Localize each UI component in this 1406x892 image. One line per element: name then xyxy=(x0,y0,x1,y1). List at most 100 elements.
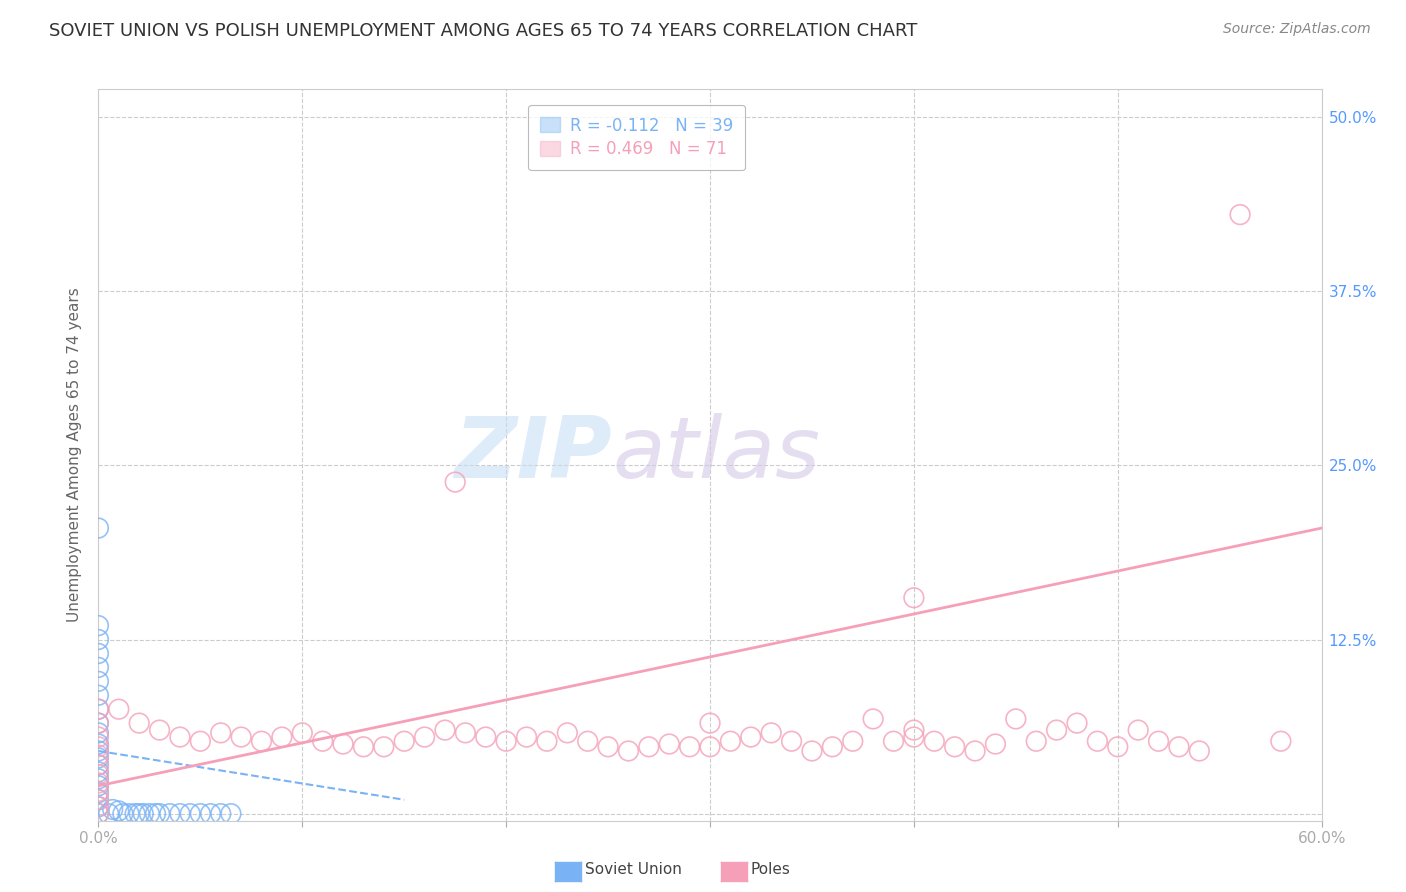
Point xyxy=(87,660,110,674)
Point xyxy=(454,726,477,740)
Point xyxy=(101,803,124,817)
Point xyxy=(720,734,742,748)
Point xyxy=(1085,734,1108,748)
Point xyxy=(1167,739,1189,754)
Point xyxy=(903,591,925,605)
Point xyxy=(111,806,134,821)
Point xyxy=(780,734,803,748)
Point xyxy=(87,739,110,754)
Point xyxy=(87,702,110,716)
Point xyxy=(598,739,620,754)
Point xyxy=(679,739,702,754)
Text: SOVIET UNION VS POLISH UNEMPLOYMENT AMONG AGES 65 TO 74 YEARS CORRELATION CHART: SOVIET UNION VS POLISH UNEMPLOYMENT AMON… xyxy=(49,22,918,40)
Point xyxy=(495,734,517,748)
Point xyxy=(352,739,374,754)
Point xyxy=(516,730,538,744)
Point xyxy=(801,744,824,758)
Point xyxy=(128,716,150,731)
Point xyxy=(87,737,110,751)
Point xyxy=(108,804,131,818)
Point xyxy=(169,730,191,744)
Point xyxy=(87,521,110,535)
Point xyxy=(124,806,146,821)
Point xyxy=(434,723,457,737)
Point xyxy=(219,806,242,821)
Point xyxy=(87,784,110,798)
Point xyxy=(883,734,905,748)
Point xyxy=(617,744,640,758)
Point xyxy=(87,758,110,772)
Point xyxy=(444,475,467,489)
Point xyxy=(149,806,172,821)
Point xyxy=(87,793,110,807)
Point xyxy=(87,806,110,821)
Point xyxy=(638,739,661,754)
Point xyxy=(332,737,354,751)
Point xyxy=(108,702,131,716)
Point xyxy=(1107,739,1129,754)
Text: Poles: Poles xyxy=(751,863,790,877)
Point xyxy=(87,751,110,765)
Point xyxy=(87,758,110,772)
Point xyxy=(862,712,884,726)
Point xyxy=(984,737,1007,751)
Point xyxy=(87,772,110,786)
Legend: R = -0.112   N = 39, R = 0.469   N = 71: R = -0.112 N = 39, R = 0.469 N = 71 xyxy=(529,105,745,170)
Point xyxy=(699,739,721,754)
Point xyxy=(373,739,395,754)
Point xyxy=(87,776,110,790)
Point xyxy=(761,726,783,740)
Point xyxy=(188,806,212,821)
Point xyxy=(87,786,110,800)
Point xyxy=(209,806,232,821)
Point xyxy=(536,734,558,748)
Point xyxy=(740,730,762,744)
Point xyxy=(87,702,110,716)
Point xyxy=(1004,712,1026,726)
Point xyxy=(118,806,141,821)
Point xyxy=(250,734,273,748)
Point xyxy=(132,806,155,821)
Point xyxy=(87,799,110,814)
Point xyxy=(87,793,110,807)
Point xyxy=(1045,723,1069,737)
Text: ZIP: ZIP xyxy=(454,413,612,497)
Point xyxy=(87,726,110,740)
Point xyxy=(922,734,945,748)
Point xyxy=(97,806,120,821)
Point xyxy=(943,739,966,754)
Point xyxy=(87,730,110,744)
Point xyxy=(87,618,110,632)
Point xyxy=(87,799,110,814)
Point xyxy=(209,726,232,740)
Point xyxy=(87,764,110,779)
Point xyxy=(903,730,925,744)
Point xyxy=(87,674,110,689)
Point xyxy=(145,806,167,821)
Text: Source: ZipAtlas.com: Source: ZipAtlas.com xyxy=(1223,22,1371,37)
Point xyxy=(87,647,110,661)
Point xyxy=(87,767,110,781)
Point xyxy=(312,734,335,748)
Point xyxy=(557,726,579,740)
Point xyxy=(658,737,681,751)
Point xyxy=(841,734,863,748)
Point xyxy=(1229,208,1251,222)
Point xyxy=(1128,723,1150,737)
Point xyxy=(87,716,110,731)
Point xyxy=(1066,716,1088,731)
Point xyxy=(128,806,150,821)
Point xyxy=(87,688,110,702)
Point xyxy=(1025,734,1047,748)
Point xyxy=(821,739,844,754)
Point xyxy=(169,806,191,821)
Point xyxy=(903,723,925,737)
Point xyxy=(87,632,110,647)
Point xyxy=(392,734,416,748)
Y-axis label: Unemployment Among Ages 65 to 74 years: Unemployment Among Ages 65 to 74 years xyxy=(67,287,83,623)
Point xyxy=(576,734,599,748)
Point xyxy=(179,806,201,821)
Point xyxy=(87,779,110,793)
Text: atlas: atlas xyxy=(612,413,820,497)
Point xyxy=(138,806,160,821)
